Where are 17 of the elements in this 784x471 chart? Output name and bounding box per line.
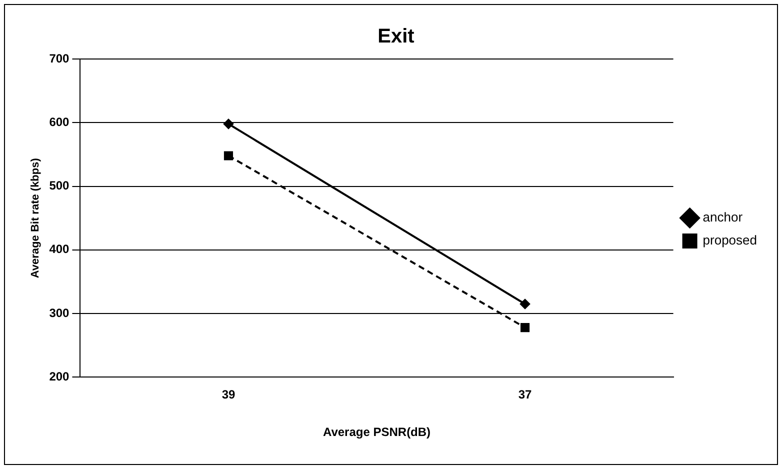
point xyxy=(520,323,530,332)
y-tick-label: 400 xyxy=(49,242,70,256)
x-tick-label: 37 xyxy=(518,388,532,402)
y-axis-title: Average Bit rate (kbps) xyxy=(30,158,42,278)
y-tick-label: 600 xyxy=(49,114,70,129)
legend-label: anchor xyxy=(702,210,744,225)
chart-title: Exit xyxy=(378,26,415,48)
x-tick-label: 39 xyxy=(222,388,236,402)
point xyxy=(520,299,530,310)
point xyxy=(224,151,234,160)
x-axis-title: Average PSNR(dB) xyxy=(322,425,431,440)
y-tick-label: 500 xyxy=(49,178,70,193)
y-tick-label: 300 xyxy=(49,306,70,320)
y-tick-label: 700 xyxy=(49,51,70,66)
y-tick-label: 200 xyxy=(49,370,70,384)
legend-label: proposed xyxy=(702,232,758,248)
point xyxy=(223,118,234,129)
